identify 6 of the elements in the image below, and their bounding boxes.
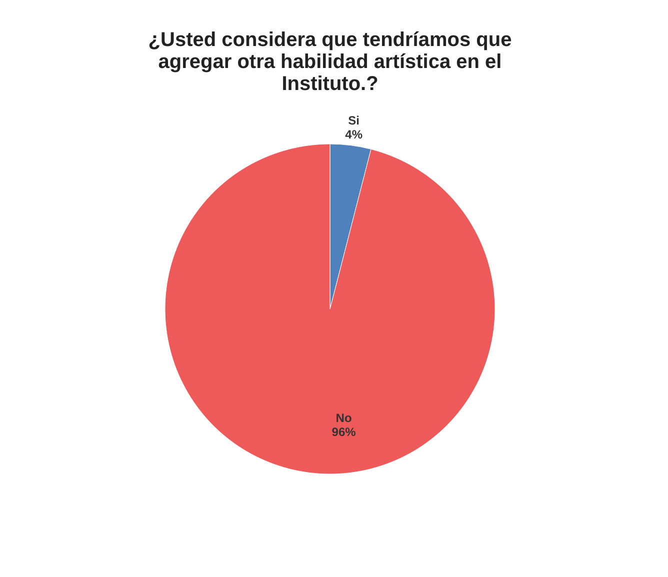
chart-title: ¿Usted considera que tendríamos que agregar otra habilidad artística en el Instituto.? (148, 29, 512, 95)
slice-label: Si (348, 114, 360, 128)
pie-slice (164, 144, 496, 474)
data-label: 4% (345, 128, 363, 142)
slice-label: No (336, 411, 352, 426)
data-label: 96% (332, 425, 356, 440)
